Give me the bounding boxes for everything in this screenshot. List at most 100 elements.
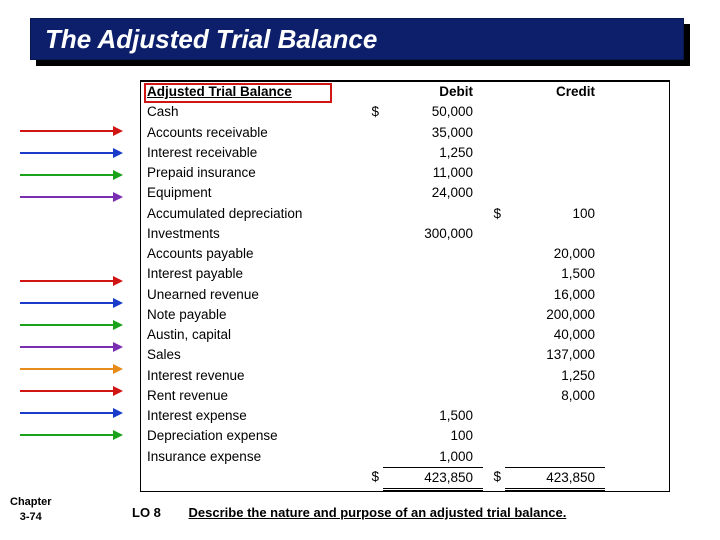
header-credit: Credit: [505, 82, 605, 102]
row-label: Unearned revenue: [141, 285, 361, 305]
header-spacer: [361, 82, 383, 102]
row-label: Interest expense: [141, 406, 361, 426]
table-row: Interest revenue 1,250: [141, 366, 669, 386]
row-credit: 200,000: [505, 305, 605, 325]
row-credit-symbol: [483, 325, 505, 345]
row-credit-symbol: [483, 224, 505, 244]
arrow: [20, 368, 115, 370]
row-credit-symbol: [483, 406, 505, 426]
row-credit-symbol: [483, 163, 505, 183]
total-label: [141, 467, 361, 491]
row-debit: [383, 345, 483, 365]
row-credit: [505, 163, 605, 183]
table-row: Austin, capital40,000: [141, 325, 669, 345]
row-credit-symbol: [483, 264, 505, 284]
table-row: Interest expense1,500: [141, 406, 669, 426]
row-debit: [383, 285, 483, 305]
chapter-line2: 3-74: [10, 510, 52, 524]
row-debit-symbol: $: [361, 102, 383, 122]
row-credit: [505, 224, 605, 244]
arrow: [20, 434, 115, 436]
table-row: Interest receivable1,250: [141, 143, 669, 163]
table-row: Sales 137,000: [141, 345, 669, 365]
row-label: Depreciation expense: [141, 426, 361, 446]
row-debit: 50,000: [383, 102, 483, 122]
arrow: [20, 302, 115, 304]
title-front: The Adjusted Trial Balance: [30, 18, 684, 60]
total-debit: 423,850: [383, 467, 483, 491]
row-credit: [505, 143, 605, 163]
row-credit-symbol: [483, 183, 505, 203]
row-credit-symbol: [483, 285, 505, 305]
row-debit-symbol: [361, 285, 383, 305]
row-label: Sales: [141, 345, 361, 365]
row-credit: [505, 102, 605, 122]
row-debit-symbol: [361, 123, 383, 143]
row-debit-symbol: [361, 264, 383, 284]
row-debit-symbol: [361, 426, 383, 446]
total-credit: 423,850: [505, 467, 605, 491]
table-row: Depreciation expense 100: [141, 426, 669, 446]
row-debit: 24,000: [383, 183, 483, 203]
row-credit-symbol: [483, 345, 505, 365]
row-credit-symbol: [483, 305, 505, 325]
header-spacer: [483, 82, 505, 102]
table-header-row: Adjusted Trial Balance Debit Credit: [141, 81, 669, 102]
table-row: Accounts payable20,000: [141, 244, 669, 264]
row-credit: 1,500: [505, 264, 605, 284]
row-label: Equipment: [141, 183, 361, 203]
row-credit-symbol: [483, 244, 505, 264]
row-label: Accounts payable: [141, 244, 361, 264]
row-credit: 137,000: [505, 345, 605, 365]
row-credit-symbol: [483, 426, 505, 446]
row-credit-symbol: [483, 143, 505, 163]
row-debit-symbol: [361, 406, 383, 426]
row-debit-symbol: [361, 224, 383, 244]
arrow: [20, 346, 115, 348]
row-credit: 100: [505, 204, 605, 224]
row-credit: 1,250: [505, 366, 605, 386]
lo-description: Describe the nature and purpose of an ad…: [189, 505, 567, 520]
chapter-line1: Chapter: [10, 495, 52, 509]
row-label: Austin, capital: [141, 325, 361, 345]
row-credit: [505, 123, 605, 143]
row-label: Insurance expense: [141, 447, 361, 467]
row-debit-symbol: [361, 325, 383, 345]
table-row: Insurance expense 1,000: [141, 447, 669, 467]
table-row: Accounts receivable35,000: [141, 123, 669, 143]
row-debit-symbol: [361, 244, 383, 264]
row-label: Interest revenue: [141, 366, 361, 386]
lo-label: LO 8: [132, 505, 161, 520]
row-debit: [383, 386, 483, 406]
row-debit-symbol: [361, 183, 383, 203]
trial-balance-table: Adjusted Trial Balance Debit Credit Cash…: [140, 80, 670, 492]
table-row: Interest payable 1,500: [141, 264, 669, 284]
row-label: Prepaid insurance: [141, 163, 361, 183]
row-debit: 11,000: [383, 163, 483, 183]
row-label: Interest payable: [141, 264, 361, 284]
row-credit-symbol: [483, 447, 505, 467]
row-debit-symbol: [361, 163, 383, 183]
total-debit-symbol: $: [361, 467, 383, 491]
arrow: [20, 280, 115, 282]
arrow: [20, 324, 115, 326]
row-label: Note payable: [141, 305, 361, 325]
row-credit-symbol: [483, 102, 505, 122]
row-debit: [383, 244, 483, 264]
page-title: The Adjusted Trial Balance: [45, 24, 377, 55]
arrow: [20, 174, 115, 176]
row-debit: [383, 264, 483, 284]
row-label: Rent revenue: [141, 386, 361, 406]
row-debit: 1,000: [383, 447, 483, 467]
arrow: [20, 130, 115, 132]
row-debit-symbol: [361, 386, 383, 406]
row-debit: 100: [383, 426, 483, 446]
row-label: Investments: [141, 224, 361, 244]
table-row: Prepaid insurance 11,000: [141, 163, 669, 183]
row-debit: 35,000: [383, 123, 483, 143]
learning-objective: LO 8 Describe the nature and purpose of …: [132, 505, 566, 520]
arrow: [20, 390, 115, 392]
row-credit-symbol: $: [483, 204, 505, 224]
row-debit: [383, 204, 483, 224]
row-credit: 16,000: [505, 285, 605, 305]
